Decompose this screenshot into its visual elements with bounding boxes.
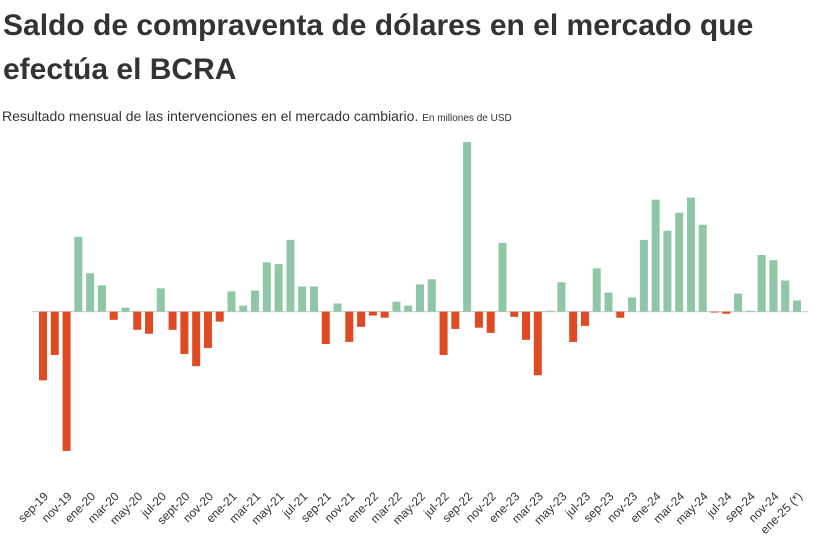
bar: [604, 292, 613, 312]
bar: [239, 305, 248, 312]
bar: [722, 311, 731, 314]
subtitle-block: Resultado mensual de las intervenciones …: [2, 108, 512, 124]
bar: [734, 293, 743, 312]
bar: [404, 305, 413, 312]
bar: [309, 286, 318, 312]
bar: [793, 300, 801, 312]
bar: [345, 311, 354, 342]
bar: [757, 255, 766, 312]
bar: [133, 311, 142, 330]
bar: [616, 311, 625, 318]
chart-title: Saldo de compraventa de dólares en el me…: [3, 9, 754, 86]
bar: [298, 286, 307, 312]
bar: [145, 311, 154, 334]
bar: [557, 282, 566, 312]
bar: [745, 310, 754, 312]
bar: [663, 230, 672, 312]
bar: [274, 264, 283, 312]
bar: [62, 311, 71, 451]
bar: [545, 310, 554, 312]
bar: [781, 280, 790, 312]
bar: [569, 311, 578, 342]
bar: [686, 197, 695, 312]
bar: [522, 311, 531, 340]
bar: [227, 291, 236, 312]
bar: [628, 297, 637, 312]
bar: [50, 311, 59, 355]
bar: [675, 212, 684, 312]
bar: [121, 307, 130, 312]
bar: [533, 311, 542, 376]
bar: [439, 311, 448, 355]
bar: [769, 260, 778, 312]
bar: [321, 311, 330, 345]
bar: [180, 311, 189, 355]
bar: [286, 239, 295, 312]
bar: [592, 268, 601, 312]
bar: [710, 311, 719, 313]
bar: [474, 311, 483, 328]
bar: [416, 284, 424, 312]
bar: [251, 290, 260, 312]
bar: [156, 288, 165, 312]
bar: [215, 311, 224, 322]
bar: [651, 199, 660, 312]
bar: [357, 311, 366, 327]
bar: [427, 279, 436, 312]
bar: [39, 311, 47, 381]
bar: [463, 142, 472, 312]
subtitle: Resultado mensual de las intervenciones …: [2, 108, 419, 124]
bar: [74, 236, 83, 312]
bar: [97, 285, 106, 312]
bar: [510, 311, 519, 317]
bar: [86, 273, 95, 312]
bar: [333, 303, 342, 312]
bar: [451, 311, 460, 329]
bar: [380, 311, 389, 318]
bar: [580, 311, 589, 326]
unit-note: En millones de USD: [422, 113, 512, 124]
bar: [192, 311, 201, 367]
bar: [698, 224, 707, 312]
bar: [639, 239, 648, 312]
bar: [368, 311, 377, 316]
bar: [392, 301, 401, 312]
bar: [203, 311, 212, 348]
bar: [262, 262, 271, 312]
bar: [168, 311, 177, 330]
bar: [109, 311, 118, 320]
bar: [486, 311, 495, 333]
bar: [498, 242, 507, 312]
